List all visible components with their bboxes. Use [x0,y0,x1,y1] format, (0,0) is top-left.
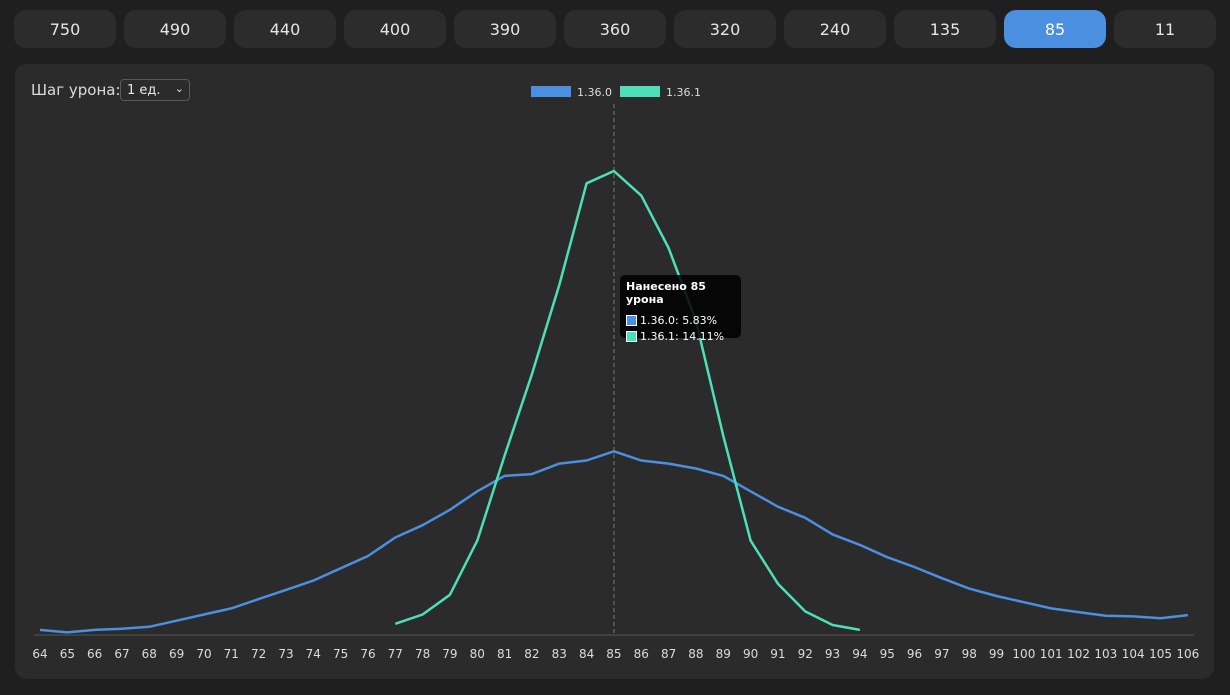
x-tick-label: 80 [470,647,485,661]
x-tick-label: 85 [606,647,621,661]
x-tick-label: 70 [196,647,211,661]
chart-tooltip: Нанесено 85 урона 1.36.0: 5.83% 1.36.1: … [620,275,741,343]
legend-swatch-a[interactable] [531,86,571,97]
tooltip-row-a: 1.36.0: 5.83% [626,312,735,328]
series-layer [39,169,1189,634]
x-tick-label: 83 [552,647,567,661]
tab-360[interactable]: 360 [564,10,666,48]
tab-320[interactable]: 320 [674,10,776,48]
legend[interactable]: 1.36.0 1.36.1 [531,86,701,99]
step-label: Шаг урона: [31,81,121,99]
x-tick-label: 68 [142,647,157,661]
x-tick-label: 79 [442,647,457,661]
tooltip-row-b-text: 1.36.1: 14.11% [640,329,725,343]
x-tick-label: 87 [661,647,676,661]
tab-240[interactable]: 240 [784,10,886,48]
step-select-value: 1 ед. [127,82,161,98]
x-tick-label: 86 [634,647,649,661]
x-tick-label: 96 [907,647,922,661]
x-tick-label: 97 [934,647,949,661]
x-tick-labels: 64 65 66 67 68 69 70 71 72 73 74 75 76 77 78 79 80 81 82 83… [32,647,1199,661]
x-tick-label: 81 [497,647,512,661]
x-tick-label: 89 [716,647,731,661]
x-tick-label: 73 [278,647,293,661]
tab-440[interactable]: 440 [234,10,336,48]
x-tick-label: 101 [1040,647,1063,661]
x-tick-label: 67 [114,647,129,661]
x-tick-label: 72 [251,647,266,661]
x-tick-label: 75 [333,647,348,661]
x-tick-label: 105 [1149,647,1172,661]
tooltip-title: Нанесено 85 урона [626,280,706,306]
chevron-down-icon: ⌄ [174,82,184,95]
x-tick-label: 78 [415,647,430,661]
x-tick-label: 71 [224,647,239,661]
legend-label-a[interactable]: 1.36.0 [577,86,612,99]
x-tick-label: 91 [770,647,785,661]
series-line-b [394,169,861,632]
tooltip-row-a-text: 1.36.0: 5.83% [640,313,718,327]
tooltip-swatch-b [626,330,637,342]
x-tick-label: 106 [1176,647,1199,661]
x-tick-label: 104 [1122,647,1145,661]
chart-panel: Шаг урона: 1 ед. ⌄ 1.36.0 1.36.1 64 65 66 67… [15,64,1214,679]
x-tick-label: 103 [1094,647,1117,661]
tab-135[interactable]: 135 [894,10,996,48]
x-tick-label: 99 [989,647,1004,661]
series-line-a [39,450,1189,634]
legend-label-b[interactable]: 1.36.1 [666,86,701,99]
tab-400[interactable]: 400 [344,10,446,48]
step-select[interactable]: 1 ед. ⌄ [120,79,190,101]
x-tick-label: 69 [169,647,184,661]
x-tick-label: 98 [962,647,977,661]
tab-490[interactable]: 490 [124,10,226,48]
tooltip-swatch-a [626,314,637,326]
x-tick-label: 84 [579,647,594,661]
x-tick-label: 88 [688,647,703,661]
legend-swatch-b[interactable] [620,86,660,97]
x-tick-label: 100 [1012,647,1035,661]
x-tick-label: 90 [743,647,758,661]
tooltip-row-b: 1.36.1: 14.11% [626,328,735,344]
line-chart: 1.36.0 1.36.1 64 65 66 67 68 69 70 71 72 73 74 75 76 7… [32,86,1199,661]
x-tick-label: 66 [87,647,102,661]
damage-tabs: 750 490 440 400 390 360 320 240 135 85 11 [14,10,1216,48]
tab-750[interactable]: 750 [14,10,116,48]
x-tick-label: 65 [60,647,75,661]
tab-390[interactable]: 390 [454,10,556,48]
x-tick-label: 64 [32,647,47,661]
tab-85[interactable]: 85 [1004,10,1106,48]
x-tick-label: 74 [306,647,321,661]
x-tick-label: 102 [1067,647,1090,661]
x-tick-label: 94 [852,647,867,661]
x-tick-label: 82 [524,647,539,661]
x-tick-label: 76 [360,647,375,661]
x-tick-label: 92 [798,647,813,661]
x-tick-label: 77 [388,647,403,661]
x-tick-label: 93 [825,647,840,661]
x-tick-label: 95 [880,647,895,661]
tab-11[interactable]: 11 [1114,10,1216,48]
